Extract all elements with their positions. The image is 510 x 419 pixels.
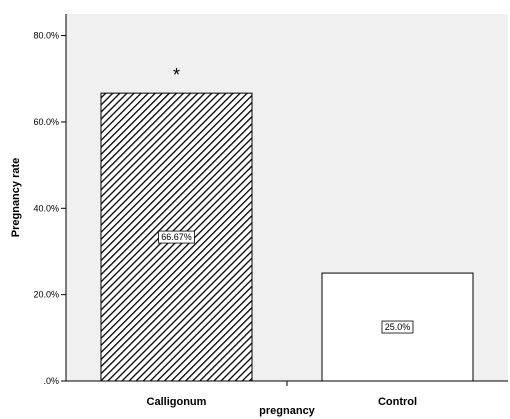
- data-label-box: [381, 320, 414, 334]
- data-label: 66.67%: [161, 232, 192, 242]
- x-axis-title: pregnancy: [259, 405, 316, 417]
- y-tick-label: .0%: [43, 376, 59, 386]
- data-label: 25.0%: [385, 322, 411, 332]
- significance-marker: *: [173, 65, 180, 85]
- y-tick-label: 80.0%: [33, 31, 59, 41]
- data-label-box: [158, 230, 195, 244]
- y-axis-title: Pregnancy rate: [10, 158, 22, 237]
- y-tick-label: 40.0%: [33, 203, 59, 213]
- x-tick-label: Control: [378, 396, 417, 408]
- y-tick-label: 60.0%: [33, 117, 59, 127]
- y-tick-label: 20.0%: [33, 290, 59, 300]
- x-tick-label: Calligonum: [147, 396, 207, 408]
